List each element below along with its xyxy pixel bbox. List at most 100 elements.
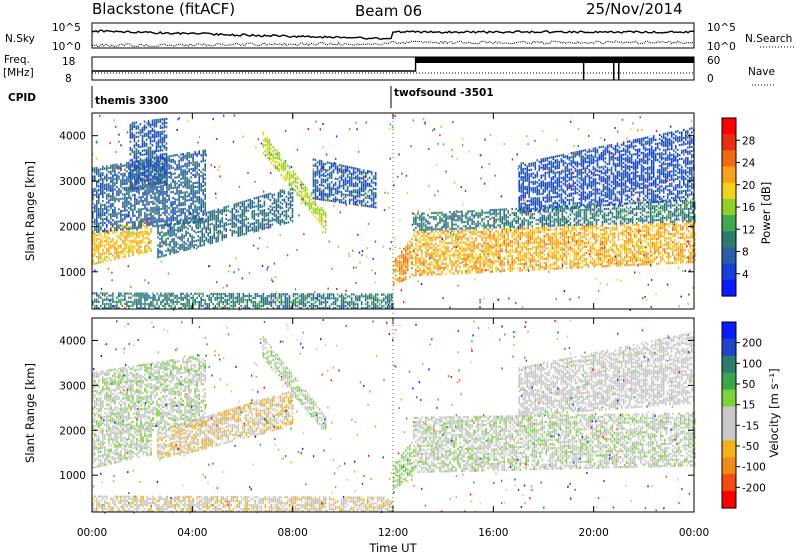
power-cell	[233, 217, 236, 220]
power-cell	[437, 254, 439, 257]
power-cell	[129, 169, 132, 172]
power-cell	[112, 174, 114, 177]
power-cell	[403, 276, 405, 279]
power-cell	[160, 185, 162, 188]
power-cell	[230, 300, 233, 304]
power-cell	[202, 201, 204, 204]
power-cell	[515, 238, 517, 241]
power-cell	[170, 160, 172, 164]
power-cell	[100, 205, 102, 208]
power-cell	[370, 293, 373, 296]
power-cell	[236, 298, 239, 302]
power-cell	[182, 155, 184, 158]
power-cell	[463, 229, 465, 232]
power-cell	[521, 231, 523, 234]
power-cell	[284, 293, 287, 296]
power-cell	[201, 244, 203, 247]
power-cell	[322, 196, 325, 199]
power-cell	[421, 243, 423, 246]
power-cell	[473, 243, 475, 246]
power-cell	[172, 302, 174, 306]
power-cell	[268, 149, 271, 152]
power-cell	[98, 294, 100, 297]
power-cell	[124, 224, 126, 227]
power-cell	[225, 221, 227, 225]
power-cell	[146, 215, 148, 218]
power-cell	[110, 176, 112, 179]
power-cell	[441, 242, 443, 245]
power-cell	[169, 250, 171, 254]
power-cell	[332, 293, 335, 296]
power-cell	[190, 180, 192, 183]
power-cell	[358, 176, 361, 179]
power-cell	[217, 238, 219, 241]
power-cell	[208, 296, 210, 299]
power-cell	[180, 171, 182, 174]
power-cell	[155, 166, 158, 169]
power-cell	[273, 214, 276, 217]
power-cell	[497, 236, 499, 239]
power-cell	[158, 208, 160, 211]
power-cell	[324, 297, 327, 300]
power-cell	[346, 175, 349, 179]
power-cell	[284, 162, 287, 165]
power-cell	[475, 265, 477, 268]
power-cell	[140, 214, 142, 217]
power-cell	[172, 158, 174, 161]
power-cell	[287, 207, 290, 210]
power-cell	[134, 294, 136, 297]
cpid-label: CPID	[8, 92, 36, 104]
power-cell	[370, 181, 373, 184]
power-cell	[143, 120, 146, 123]
power-cell	[162, 218, 164, 221]
power-cell	[254, 305, 257, 308]
power-cell	[350, 301, 353, 304]
power-cell	[198, 179, 200, 182]
power-cell	[213, 230, 215, 233]
power-cell	[150, 217, 152, 220]
power-cell	[217, 210, 219, 213]
power-cell	[124, 235, 126, 238]
power-cell	[304, 295, 307, 298]
power-cell	[104, 213, 106, 217]
power-cell	[281, 220, 284, 224]
power-cell	[155, 119, 158, 122]
power-cell	[153, 156, 156, 159]
power-cell	[413, 257, 415, 260]
power-cell	[124, 203, 126, 206]
power-cell	[256, 307, 259, 310]
power-cell	[495, 244, 497, 247]
power-cell	[423, 238, 425, 242]
power-cell	[106, 207, 108, 210]
power-cell	[198, 294, 200, 297]
power-cell	[306, 196, 309, 199]
power-cell	[188, 178, 190, 181]
power-cell	[128, 190, 130, 193]
power-cell	[316, 212, 319, 215]
power-cell	[184, 162, 186, 165]
power-cell	[362, 307, 365, 310]
power-cell	[168, 165, 170, 168]
power-cell	[153, 174, 156, 178]
power-cell	[96, 228, 98, 231]
power-cell	[372, 201, 375, 205]
power-cell	[162, 191, 164, 194]
power-cell	[267, 193, 270, 196]
power-cell	[407, 257, 409, 260]
power-cell	[499, 238, 501, 241]
power-cell	[385, 303, 387, 306]
power-cell	[483, 268, 485, 272]
power-cell	[324, 301, 327, 304]
power-cell	[180, 307, 182, 310]
power-cell	[503, 238, 505, 241]
power-cell	[459, 257, 461, 261]
power-cell	[150, 302, 152, 306]
power-cell	[342, 164, 345, 168]
power-cell	[122, 231, 124, 234]
power-cell	[168, 176, 170, 179]
power-cell	[229, 228, 232, 231]
power-cell	[92, 247, 94, 250]
power-cell	[134, 179, 136, 182]
power-cell	[194, 218, 196, 222]
power-cell	[159, 155, 162, 158]
